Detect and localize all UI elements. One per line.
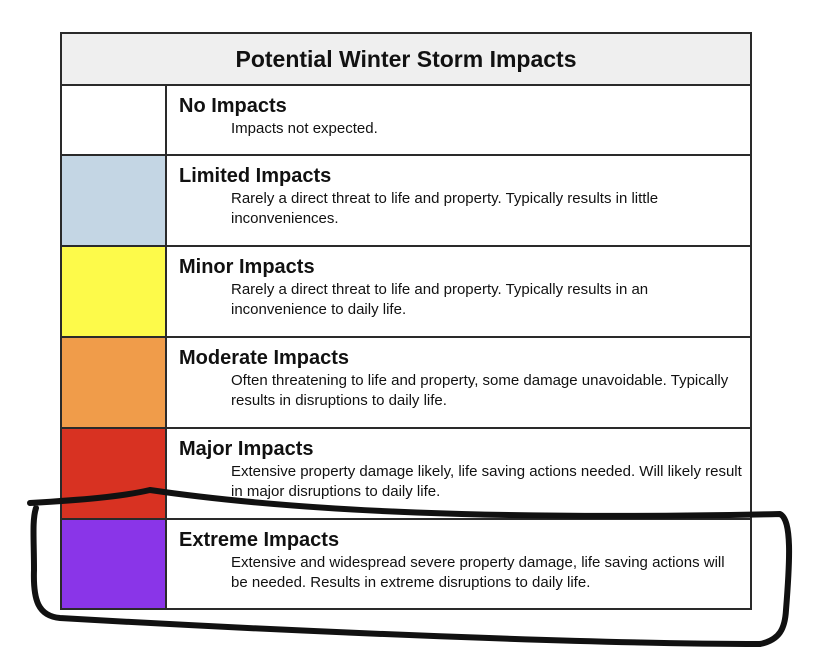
color-swatch-moderate — [62, 338, 167, 427]
level-title: No Impacts — [179, 95, 287, 117]
level-description: Rarely a direct threat to life and prope… — [231, 281, 649, 318]
level-description: Extensive and widespread severe property… — [231, 554, 725, 591]
level-description: Often threatening to life and property, … — [231, 372, 729, 409]
color-swatch-minor — [62, 247, 167, 336]
table-title: Potential Winter Storm Impacts — [62, 34, 750, 86]
row-content: Moderate Impacts Often threatening to li… — [167, 338, 750, 427]
color-swatch-major — [62, 429, 167, 518]
row-content: Extreme Impacts Extensive and widespread… — [167, 520, 750, 608]
impact-row-major: Major Impacts Extensive property damage … — [62, 429, 750, 520]
level-title: Moderate Impacts — [179, 347, 350, 369]
level-description: Extensive property damage likely, life s… — [231, 463, 742, 500]
level-title: Major Impacts — [179, 438, 314, 460]
level-title: Extreme Impacts — [179, 529, 340, 551]
color-swatch-extreme — [62, 520, 167, 608]
impact-row-none: No Impacts Impacts not expected. — [62, 86, 750, 156]
impact-row-moderate: Moderate Impacts Often threatening to li… — [62, 338, 750, 429]
impact-row-minor: Minor Impacts Rarely a direct threat to … — [62, 247, 750, 338]
level-title: Limited Impacts — [179, 165, 332, 187]
impact-row-limited: Limited Impacts Rarely a direct threat t… — [62, 156, 750, 247]
row-content: Minor Impacts Rarely a direct threat to … — [167, 247, 750, 336]
color-swatch-limited — [62, 156, 167, 245]
impacts-table: Potential Winter Storm Impacts No Impact… — [60, 32, 752, 610]
row-content: Limited Impacts Rarely a direct threat t… — [167, 156, 750, 245]
level-title: Minor Impacts — [179, 256, 315, 278]
impact-row-extreme: Extreme Impacts Extensive and widespread… — [62, 520, 750, 608]
row-content: No Impacts Impacts not expected. — [167, 86, 750, 154]
level-description: Rarely a direct threat to life and prope… — [231, 190, 659, 227]
color-swatch-none — [62, 86, 167, 154]
row-content: Major Impacts Extensive property damage … — [167, 429, 750, 518]
level-description: Impacts not expected. — [231, 120, 378, 137]
